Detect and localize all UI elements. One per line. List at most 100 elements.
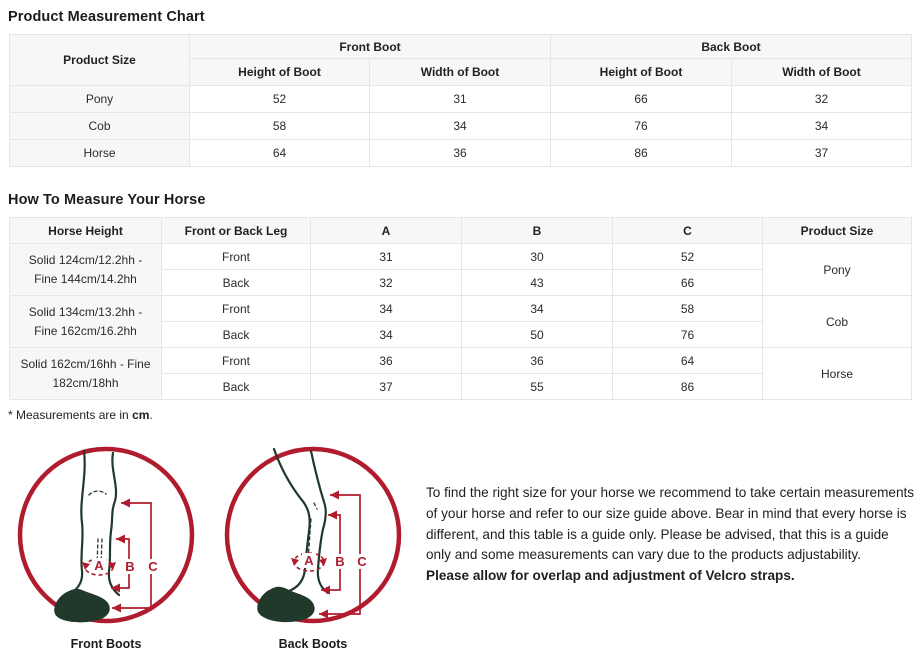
horse-back-leg-illustration bbox=[257, 447, 330, 623]
sizing-description: To find the right size for your horse we… bbox=[426, 483, 916, 587]
value-cell: 37 bbox=[731, 139, 912, 167]
col-a-header: A bbox=[310, 217, 462, 244]
product-measurement-table: Product Size Front Boot Back Boot Height… bbox=[9, 34, 912, 167]
value-cell: 37 bbox=[310, 373, 462, 400]
value-cell: 58 bbox=[189, 112, 370, 140]
measurement-b-arrow bbox=[321, 510, 341, 595]
figure-circle-border bbox=[17, 446, 195, 624]
value-cell: 50 bbox=[461, 321, 613, 348]
front-boots-caption: Front Boots bbox=[70, 637, 142, 651]
value-cell: 34 bbox=[731, 112, 912, 140]
front-or-back-leg-header: Front or Back Leg bbox=[161, 217, 311, 244]
size-cell: Pony bbox=[9, 85, 190, 113]
product-size-cell: Horse bbox=[762, 347, 912, 400]
back-boots-figure: A B C Back Boots bbox=[218, 443, 408, 651]
value-cell: 34 bbox=[369, 112, 551, 140]
back-boot-group-header: Back Boot bbox=[550, 34, 912, 59]
back-height-header: Height of Boot bbox=[550, 58, 732, 86]
measurement-c-arrow bbox=[112, 498, 152, 613]
footnote-unit: cm bbox=[132, 408, 150, 422]
label-a-backing bbox=[302, 553, 316, 568]
footnote-suffix: . bbox=[149, 408, 153, 422]
back-boots-caption: Back Boots bbox=[278, 637, 348, 651]
horse-front-leg-illustration bbox=[54, 449, 121, 623]
horse-height-cell: Solid 134cm/13.2hh - Fine 162cm/16.2hh bbox=[9, 295, 162, 348]
table-row: Solid 162cm/16hh - Fine 182cm/18hh Front… bbox=[9, 347, 912, 400]
product-size-header: Product Size bbox=[762, 217, 912, 244]
horse-height-cell: Solid 124cm/12.2hh - Fine 144cm/14.2hh bbox=[9, 243, 162, 296]
label-b-backing bbox=[334, 554, 346, 569]
table-row: Horse 64 36 86 37 bbox=[9, 139, 912, 167]
value-cell: 34 bbox=[310, 321, 462, 348]
value-cell: 36 bbox=[310, 347, 462, 374]
how-to-measure-table: Horse Height Front or Back Leg A B C Pro… bbox=[9, 217, 912, 400]
value-cell: 64 bbox=[612, 347, 763, 374]
value-cell: 76 bbox=[550, 112, 732, 140]
leg-cell: Back bbox=[161, 269, 311, 296]
value-cell: 58 bbox=[612, 295, 763, 322]
value-cell: 52 bbox=[189, 85, 370, 113]
value-cell: 55 bbox=[461, 373, 613, 400]
table-row: Pony 52 31 66 32 bbox=[9, 85, 912, 113]
value-cell: 32 bbox=[310, 269, 462, 296]
value-cell: 34 bbox=[310, 295, 462, 322]
value-cell: 32 bbox=[731, 85, 912, 113]
size-cell: Cob bbox=[9, 112, 190, 140]
label-c-backing bbox=[356, 554, 369, 569]
sizing-description-body: To find the right size for your horse we… bbox=[426, 485, 915, 563]
label-c: C bbox=[357, 554, 367, 569]
back-leg-diagram-image: A B C bbox=[224, 446, 402, 624]
footnote-text: * Measurements are in bbox=[8, 408, 133, 422]
front-width-header: Width of Boot bbox=[369, 58, 551, 86]
leg-cell: Back bbox=[161, 321, 311, 348]
value-cell: 31 bbox=[369, 85, 551, 113]
value-cell: 64 bbox=[189, 139, 370, 167]
value-cell: 43 bbox=[461, 269, 613, 296]
table-row: Solid 134cm/13.2hh - Fine 162cm/16.2hh F… bbox=[9, 295, 912, 348]
horse-height-header: Horse Height bbox=[9, 217, 162, 244]
front-leg-diagram-image: A B C bbox=[17, 446, 195, 624]
measurements-footnote: * Measurements are in cm. bbox=[8, 408, 920, 422]
label-a: A bbox=[304, 553, 314, 568]
how-to-measure-title: How To Measure Your Horse bbox=[8, 192, 206, 208]
table-row: Solid 124cm/12.2hh - Fine 144cm/14.2hh F… bbox=[9, 243, 912, 296]
label-c-backing bbox=[147, 559, 160, 574]
velcro-note: Please allow for overlap and adjustment … bbox=[426, 568, 795, 584]
value-cell: 86 bbox=[550, 139, 732, 167]
table-row: Back 32 43 66 bbox=[10, 269, 912, 296]
value-cell: 86 bbox=[612, 373, 763, 400]
label-b: B bbox=[335, 554, 344, 569]
value-cell: 52 bbox=[612, 243, 763, 270]
product-measurement-chart-title: Product Measurement Chart bbox=[8, 9, 205, 25]
product-size-cell: Cob bbox=[762, 295, 912, 348]
table-row: Cob 58 34 76 34 bbox=[9, 112, 912, 140]
how-to-measure-figures-section: A B C Front Boots bbox=[0, 443, 920, 651]
value-cell: 76 bbox=[612, 321, 763, 348]
label-b-backing bbox=[124, 559, 136, 574]
value-cell: 66 bbox=[612, 269, 763, 296]
figure-circle-border bbox=[224, 446, 402, 624]
leg-cell: Front bbox=[161, 243, 311, 270]
leg-cell: Front bbox=[161, 295, 311, 322]
value-cell: 36 bbox=[461, 347, 613, 374]
back-width-header: Width of Boot bbox=[731, 58, 912, 86]
col-b-header: B bbox=[461, 217, 613, 244]
col-c-header: C bbox=[612, 217, 763, 244]
size-cell: Horse bbox=[9, 139, 190, 167]
front-boots-figure: A B C Front Boots bbox=[11, 443, 201, 651]
front-boot-group-header: Front Boot bbox=[189, 34, 551, 59]
label-b: B bbox=[125, 559, 134, 574]
value-cell: 66 bbox=[550, 85, 732, 113]
table-row: Back 34 50 76 bbox=[10, 321, 912, 348]
label-a-backing bbox=[92, 558, 106, 573]
table-row: Back 37 55 86 bbox=[10, 373, 912, 400]
leg-cell: Front bbox=[161, 347, 311, 374]
label-c: C bbox=[148, 559, 158, 574]
horse-height-cell: Solid 162cm/16hh - Fine 182cm/18hh bbox=[9, 347, 162, 400]
value-cell: 34 bbox=[461, 295, 613, 322]
leg-cell: Back bbox=[161, 373, 311, 400]
label-a: A bbox=[94, 558, 104, 573]
value-cell: 30 bbox=[461, 243, 613, 270]
front-height-header: Height of Boot bbox=[189, 58, 370, 86]
product-size-header: Product Size bbox=[9, 34, 190, 86]
